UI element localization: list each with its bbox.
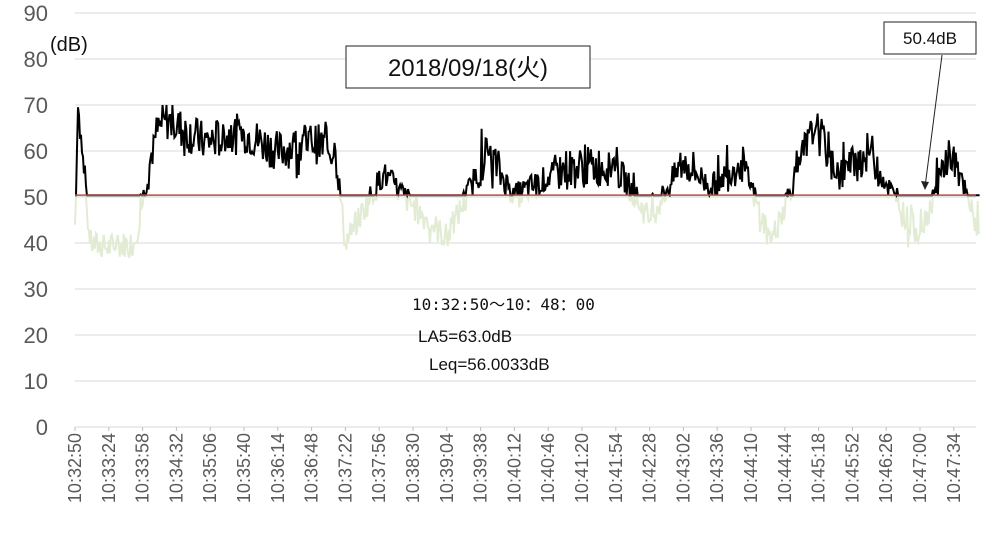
x-tick-label: 10:37:22: [335, 433, 355, 503]
y-tick-label: 0: [36, 415, 48, 440]
threshold-callout: 50.4dB: [883, 21, 977, 190]
y-tick-label: 70: [24, 93, 48, 118]
y-tick-label: 30: [24, 277, 48, 302]
callout-arrowhead: [921, 181, 929, 190]
y-tick-label: 50: [24, 185, 48, 210]
x-tick-label: 10:47:34: [944, 433, 964, 503]
x-tick-label: 10:35:06: [200, 433, 220, 503]
la5-annotation: LA5=63.0dB: [418, 327, 512, 346]
x-tick-label: 10:34:32: [166, 433, 186, 503]
y-tick-label: 20: [24, 323, 48, 348]
x-tick-label: 10:41:54: [606, 433, 626, 503]
callout-arrow: [924, 54, 943, 188]
x-tick-label: 10:46:26: [876, 433, 896, 503]
leq-annotation: Leq=56.0033dB: [429, 355, 550, 374]
x-tick-label: 10:33:24: [99, 433, 119, 503]
series-below-threshold: [74, 191, 981, 258]
x-tick-label: 10:36:14: [268, 433, 288, 503]
y-tick-label: 10: [24, 369, 48, 394]
x-tick-label: 10:40:12: [504, 433, 524, 503]
chart-title-text: 2018/09/18(火): [388, 55, 548, 82]
series-line-below: [74, 191, 981, 258]
chart-title: 2018/09/18(火): [345, 45, 591, 89]
x-tick-label: 10:37:56: [369, 433, 389, 503]
period-annotation: 10:32:50〜10：48：00: [412, 295, 595, 314]
series-line-above: [75, 104, 980, 199]
y-tick-label: 40: [24, 231, 48, 256]
series-above-threshold: [75, 104, 980, 199]
y-tick-label: 80: [24, 47, 48, 72]
x-tick-label: 10:39:38: [471, 433, 491, 503]
y-axis-unit: (dB): [50, 34, 88, 56]
x-tick-label: 10:38:30: [403, 433, 423, 503]
x-tick-label: 10:40:46: [538, 433, 558, 503]
y-tick-label: 90: [24, 1, 48, 26]
x-tick-label: 10:35:40: [234, 433, 254, 503]
x-tick-label: 10:43:02: [673, 433, 693, 503]
x-tick-label: 10:33:58: [133, 433, 153, 503]
threshold-callout-text: 50.4dB: [903, 29, 957, 48]
x-tick-label: 10:32:50: [65, 433, 85, 503]
x-tick-label: 10:45:18: [809, 433, 829, 503]
x-axis-ticks: 10:32:50 10:33:24 10:33:58 10:34:32 10:35:06…: [65, 427, 964, 503]
x-tick-label: 10:42:28: [640, 433, 660, 503]
x-tick-label: 10:45:52: [842, 433, 862, 503]
x-tick-label: 10:43:36: [707, 433, 727, 503]
x-tick-label: 10:41:20: [572, 433, 592, 503]
x-tick-label: 10:44:10: [741, 433, 761, 503]
x-tick-label: 10:36:48: [302, 433, 322, 503]
y-axis-ticks: 0 10 20 30 40 50 60 70 80 90: [24, 1, 48, 440]
x-tick-label: 10:39:04: [437, 433, 457, 503]
y-tick-label: 60: [24, 139, 48, 164]
x-tick-label: 10:44:44: [775, 433, 795, 503]
x-tick-label: 10:47:00: [910, 433, 930, 503]
